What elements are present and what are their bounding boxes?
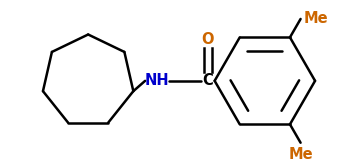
Text: Me: Me bbox=[288, 147, 313, 162]
Text: NH: NH bbox=[144, 73, 169, 88]
Text: Me: Me bbox=[304, 11, 328, 26]
Text: O: O bbox=[202, 32, 214, 47]
Text: C: C bbox=[203, 73, 213, 88]
